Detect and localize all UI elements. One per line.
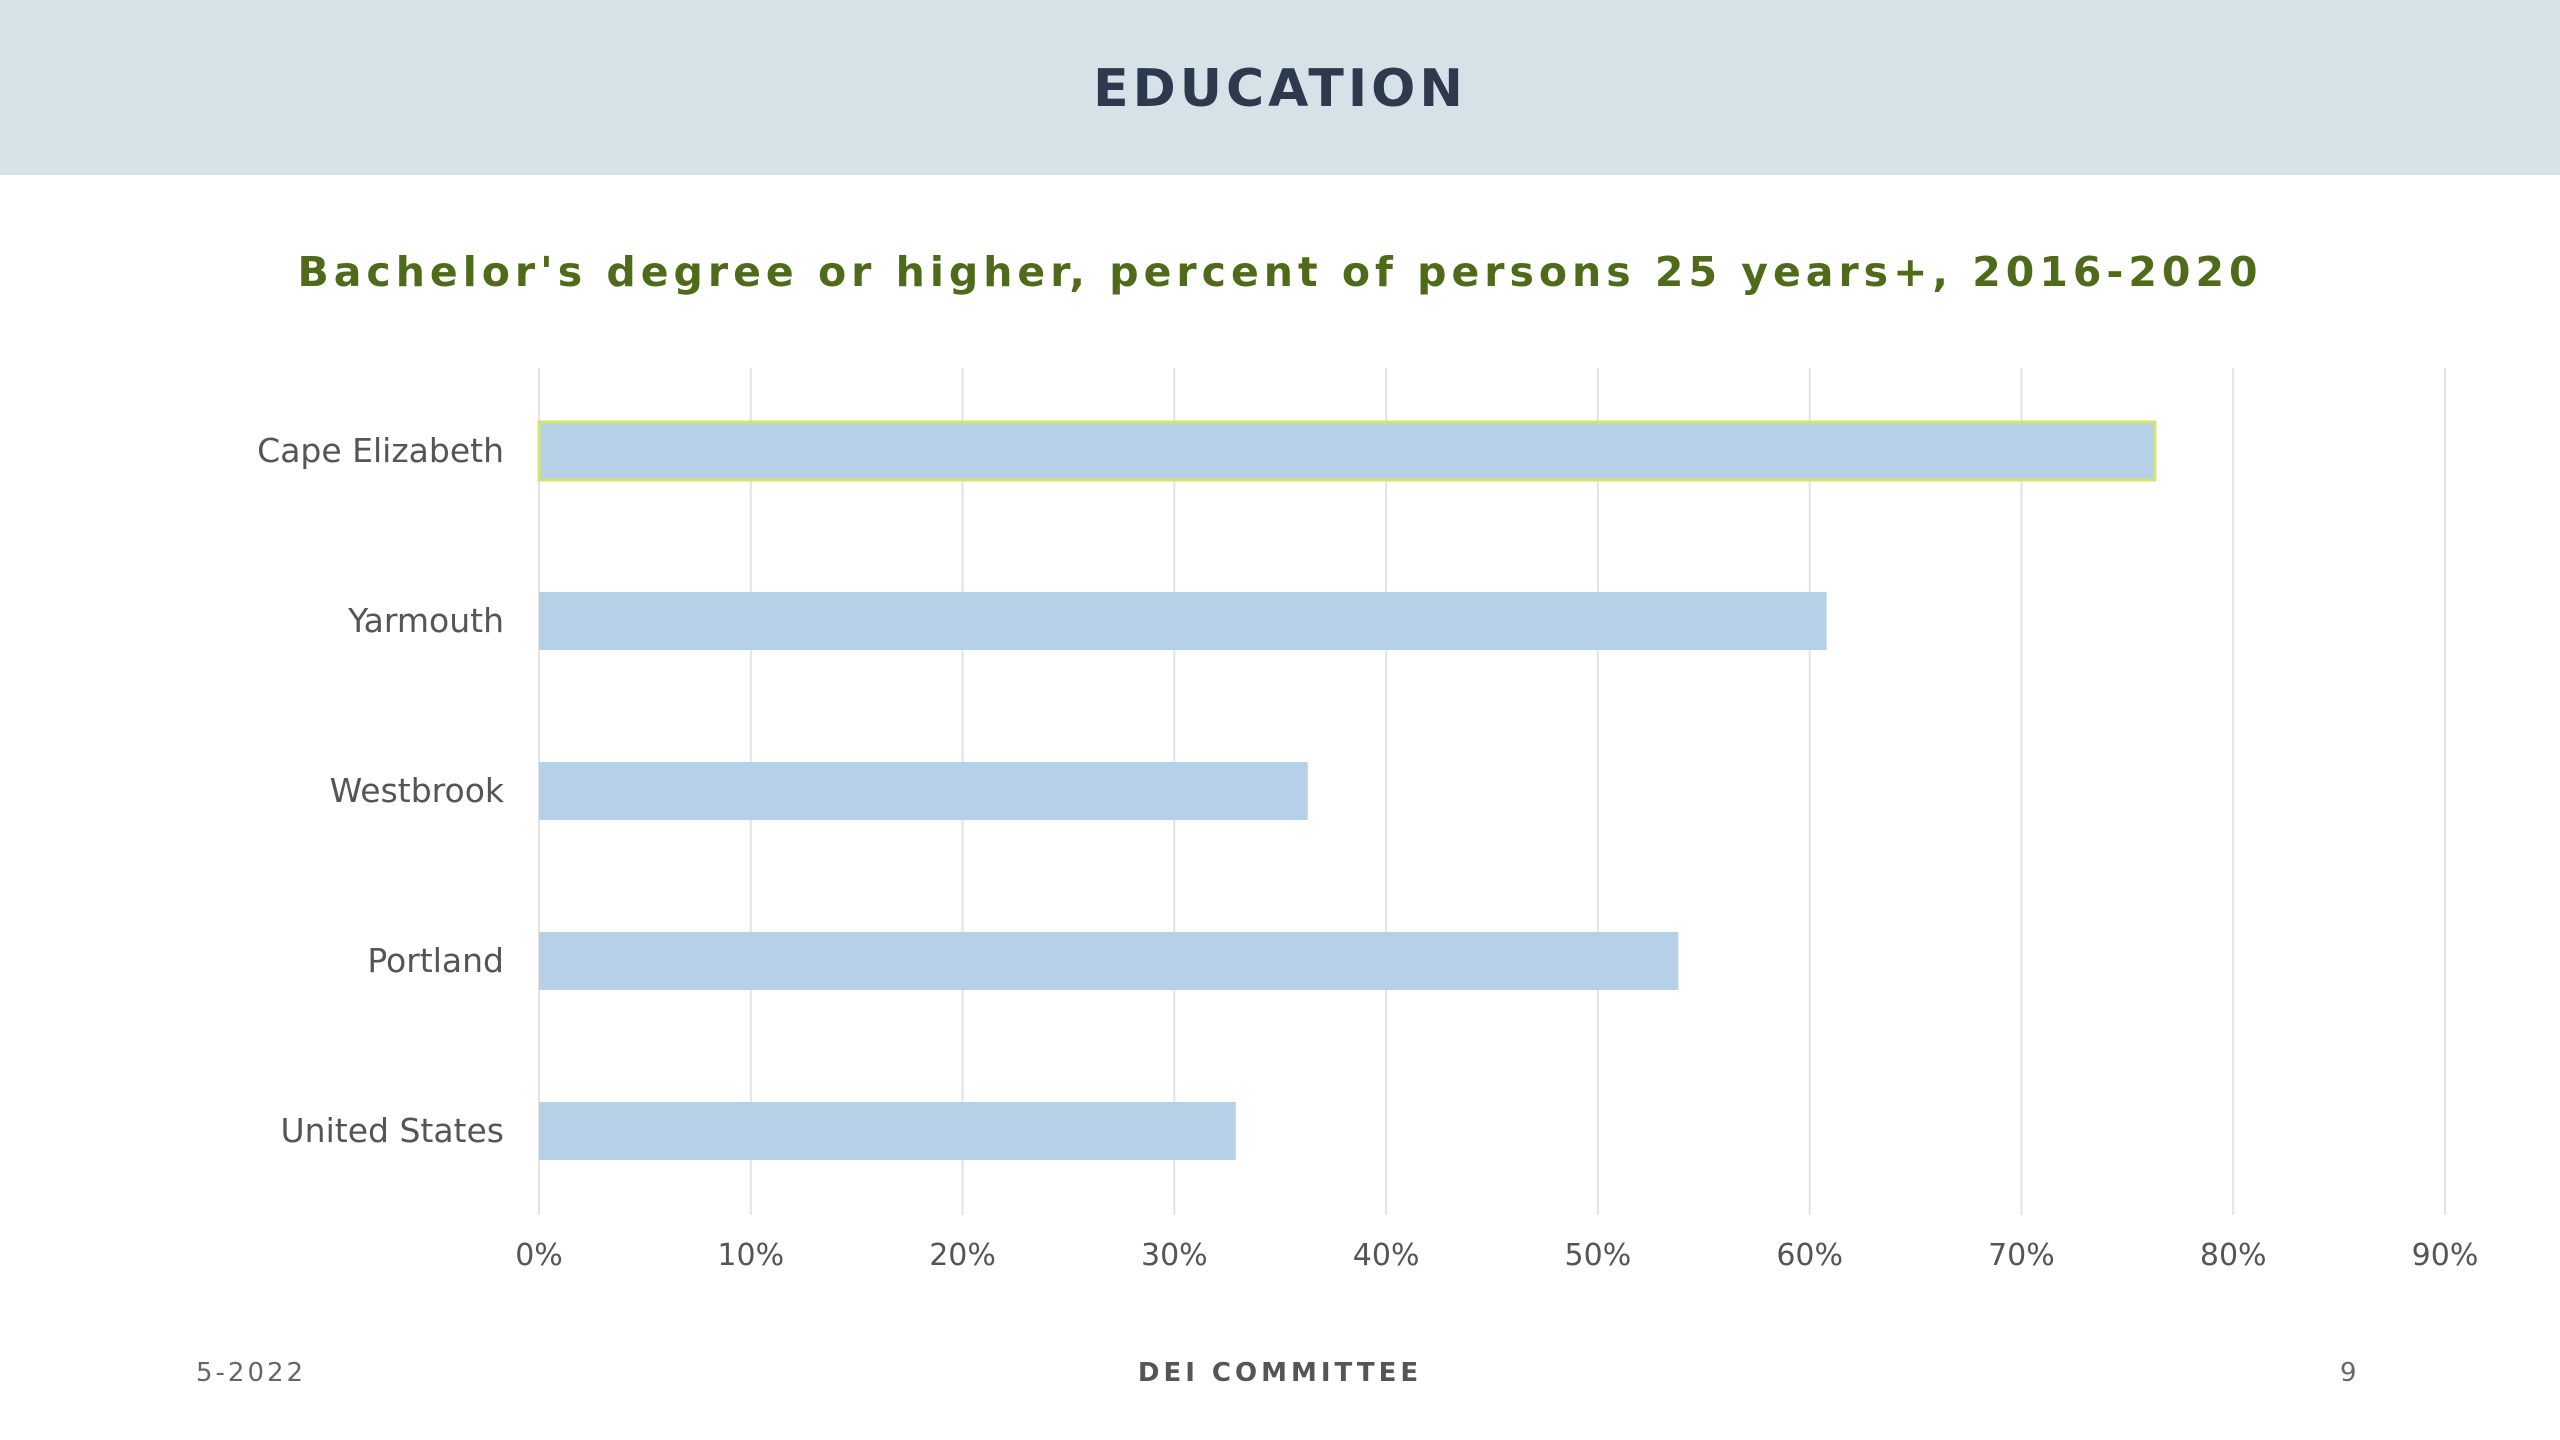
footer-organization: DEI COMMITTEE bbox=[1137, 1358, 1423, 1388]
x-tick-label: 40% bbox=[1353, 1238, 1420, 1273]
x-tick-label: 10% bbox=[717, 1238, 784, 1273]
category-label: Westbrook bbox=[330, 771, 505, 810]
category-label: Yarmouth bbox=[347, 601, 504, 640]
bar bbox=[539, 762, 1308, 820]
x-tick-label: 80% bbox=[2200, 1238, 2267, 1273]
x-tick-label: 20% bbox=[929, 1238, 996, 1273]
x-tick-label: 70% bbox=[1988, 1238, 2055, 1273]
page-number: 9 bbox=[2340, 1358, 2357, 1388]
x-tick-label: 30% bbox=[1141, 1238, 1208, 1273]
category-label: United States bbox=[281, 1111, 504, 1150]
chart-title: Bachelor's degree or higher, percent of … bbox=[297, 248, 2263, 296]
category-label: Portland bbox=[367, 941, 504, 980]
slide-title: EDUCATION bbox=[1093, 59, 1467, 119]
bar bbox=[539, 1102, 1236, 1160]
header-band bbox=[0, 0, 2560, 175]
bar bbox=[539, 932, 1679, 990]
x-tick-label: 0% bbox=[515, 1238, 563, 1273]
bar bbox=[537, 420, 2157, 482]
x-tick-label: 50% bbox=[1565, 1238, 1632, 1273]
footer-date: 5-2022 bbox=[196, 1358, 307, 1388]
category-label: Cape Elizabeth bbox=[257, 431, 504, 470]
x-tick-label: 90% bbox=[2412, 1238, 2479, 1273]
bar bbox=[539, 592, 1827, 650]
x-tick-label: 60% bbox=[1776, 1238, 1843, 1273]
